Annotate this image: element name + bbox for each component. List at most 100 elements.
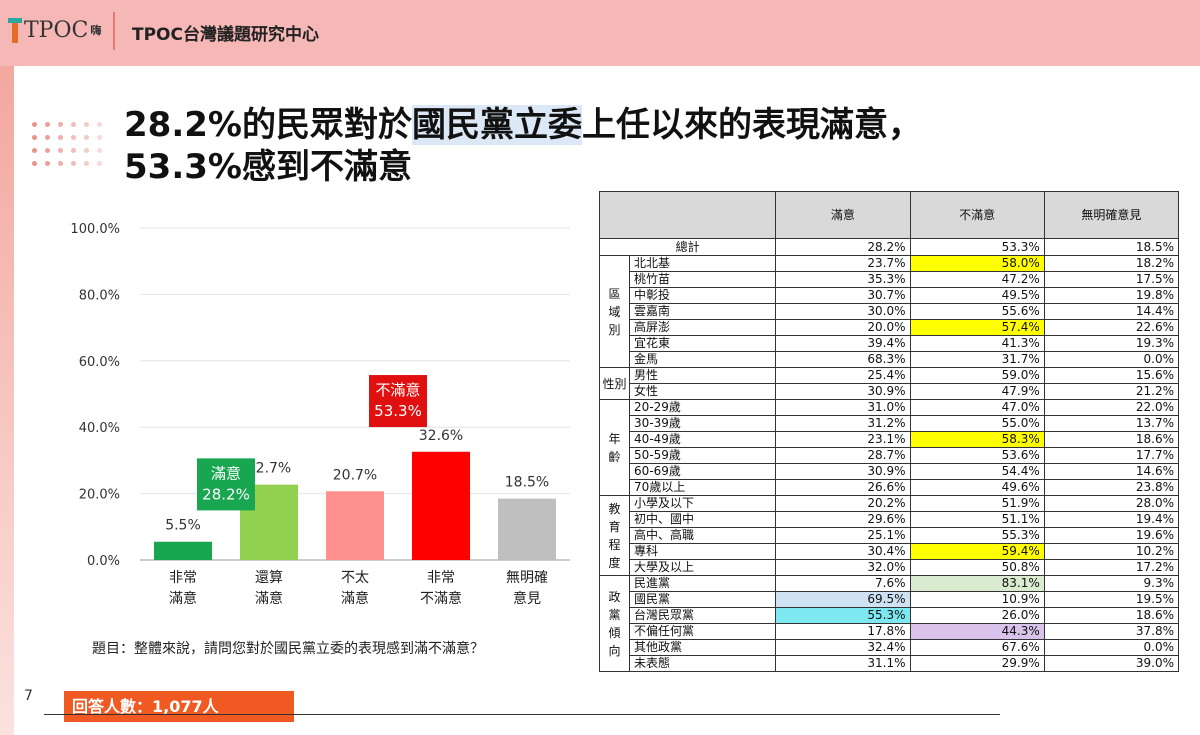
decor-dot	[71, 135, 76, 140]
row-label: 台灣民眾黨	[629, 607, 777, 624]
table-cell: 17.8%	[775, 623, 911, 640]
table-cell: 32.4%	[775, 639, 911, 656]
table-cell: 58.3%	[909, 431, 1045, 448]
table-row: 雲嘉南 30.0% 55.6% 14.4%	[600, 303, 1180, 320]
table-cell: 7.6%	[775, 575, 911, 592]
table-cell: 47.2%	[909, 271, 1045, 288]
table-cell: 22.0%	[1043, 399, 1180, 416]
footer-divider	[44, 714, 1000, 715]
table-cell: 51.9%	[909, 495, 1045, 512]
table-row: 30-39歲 31.2% 55.0% 13.7%	[600, 415, 1180, 432]
x-tick-label: 非常	[427, 570, 455, 586]
headline-part2: 上任以來的表現滿意，	[581, 105, 922, 145]
decor-dot	[97, 161, 102, 166]
table-cell: 29.9%	[909, 655, 1045, 672]
row-label: 國民黨	[629, 591, 777, 608]
table-cell: 59.0%	[909, 367, 1045, 384]
table-header-row: 滿意 不滿意 無明確意見	[598, 191, 1180, 239]
table-cell: 30.9%	[775, 383, 911, 400]
bar	[412, 451, 470, 560]
decor-dot	[45, 148, 50, 153]
bar-chart-svg: 0.0%20.0%40.0%60.0%80.0%100.0%5.5%非常滿意22…	[70, 222, 570, 607]
respondent-count-badge: 回答人數：1,077人	[64, 691, 294, 722]
y-tick-label: 20.0%	[79, 488, 120, 503]
group-label-char: 教	[608, 501, 621, 516]
table-cell: 23.7%	[775, 255, 911, 272]
bar-chart: 0.0% 20.0% 40.0% 60.0% 80.0% 100.0% 5.5% 非常 滿意 22…	[60, 210, 580, 620]
group-label-char: 度	[608, 555, 621, 570]
row-label: 20-29歲	[629, 399, 777, 416]
table-cell: 18.6%	[1043, 607, 1180, 624]
decor-dot	[32, 148, 37, 153]
crosstab-table: 滿意 不滿意 無明確意見 總計 28.2% 53.3% 18.5% 區域別北北基 23.7% 5…	[598, 191, 1180, 672]
row-label: 民進黨	[629, 575, 777, 592]
survey-question: 題目：整體來說，請問您對於國民黨立委的表現感到滿不滿意？	[92, 641, 484, 657]
table-row: 大學及以上 32.0% 50.8% 17.2%	[600, 559, 1180, 576]
decor-dot	[71, 148, 76, 153]
table-row: 金馬 68.3% 31.7% 0.0%	[600, 351, 1180, 368]
annotation-text: 不滿意	[375, 381, 420, 399]
table-row: 70歲以上 26.6% 49.6% 23.8%	[600, 479, 1180, 496]
table-cell: 15.6%	[1043, 367, 1180, 384]
table-cell: 37.8%	[1043, 623, 1180, 640]
table-cell: 39.4%	[775, 335, 911, 352]
annotation-box	[369, 375, 427, 428]
bar-value-label: 22.7%	[247, 461, 291, 477]
decor-dot	[58, 122, 63, 127]
group-label-char: 黨	[608, 607, 621, 622]
row-label: 其他政黨	[629, 639, 777, 656]
row-label: 40-49歲	[629, 431, 777, 448]
table-cell: 25.1%	[775, 527, 911, 544]
row-label: 中彰投	[629, 287, 777, 304]
row-label: 專科	[629, 543, 777, 560]
table-cell: 83.1%	[909, 575, 1045, 592]
y-tick-label: 40.0%	[79, 421, 120, 436]
table-row: 其他政黨 32.4% 67.6% 0.0%	[600, 639, 1180, 656]
table-cell: 18.2%	[1043, 255, 1180, 272]
table-cell: 30.9%	[775, 463, 911, 480]
table-row: 中彰投 30.7% 49.5% 19.8%	[600, 287, 1180, 304]
table-row: 區域別北北基 23.7% 58.0% 18.2%	[598, 255, 1180, 368]
table-cell: 0.0%	[1043, 351, 1180, 368]
table-cell: 28.2%	[775, 238, 911, 256]
annotation-box	[197, 458, 255, 511]
table-cell: 35.3%	[775, 271, 911, 288]
table-cell: 30.7%	[775, 287, 911, 304]
y-tick-label: 60.0%	[79, 355, 120, 370]
table-row: 教育程度小學及以下 20.2% 51.9% 28.0%	[598, 495, 1180, 576]
header-bar: TPOC 嗨 TPOC台灣議題研究中心	[0, 0, 1200, 66]
group-label: 區域別	[598, 255, 631, 368]
table-row: 台灣民眾黨 55.3% 26.0% 18.6%	[600, 607, 1180, 624]
row-label: 60-69歲	[629, 463, 777, 480]
decor-dot	[84, 148, 89, 153]
logo-mark-icon	[8, 16, 22, 44]
x-tick-label: 滿意	[169, 590, 197, 607]
table-cell: 19.3%	[1043, 335, 1180, 352]
group-label-char: 域	[608, 304, 621, 319]
table-row: 初中、國中 29.6% 51.1% 19.4%	[600, 511, 1180, 528]
table-cell: 13.7%	[1043, 415, 1180, 432]
annotation-text: 53.3%	[374, 402, 422, 420]
decor-dot	[58, 135, 63, 140]
group-label-char: 向	[608, 643, 621, 658]
table-cell: 49.5%	[909, 287, 1045, 304]
table-cell: 19.5%	[1043, 591, 1180, 608]
table-cell: 29.6%	[775, 511, 911, 528]
table-cell: 50.8%	[909, 559, 1045, 576]
table-cell: 17.7%	[1043, 447, 1180, 464]
row-label: 高中、高職	[629, 527, 777, 544]
table-cell: 55.3%	[775, 607, 911, 624]
table-cell: 31.7%	[909, 351, 1045, 368]
table-cell: 44.3%	[909, 623, 1045, 640]
group-label: 年齡	[598, 399, 631, 496]
x-tick-label: 非常	[169, 570, 197, 586]
logo-text: TPOC	[24, 17, 89, 43]
table-cell: 57.4%	[909, 319, 1045, 336]
decor-dot	[97, 148, 102, 153]
y-tick-label: 80.0%	[79, 288, 120, 303]
table-cell: 17.2%	[1043, 559, 1180, 576]
table-cell: 68.3%	[775, 351, 911, 368]
table-row: 高中、高職 25.1% 55.3% 19.6%	[600, 527, 1180, 544]
table-cell: 22.6%	[1043, 319, 1180, 336]
bar	[154, 541, 212, 560]
